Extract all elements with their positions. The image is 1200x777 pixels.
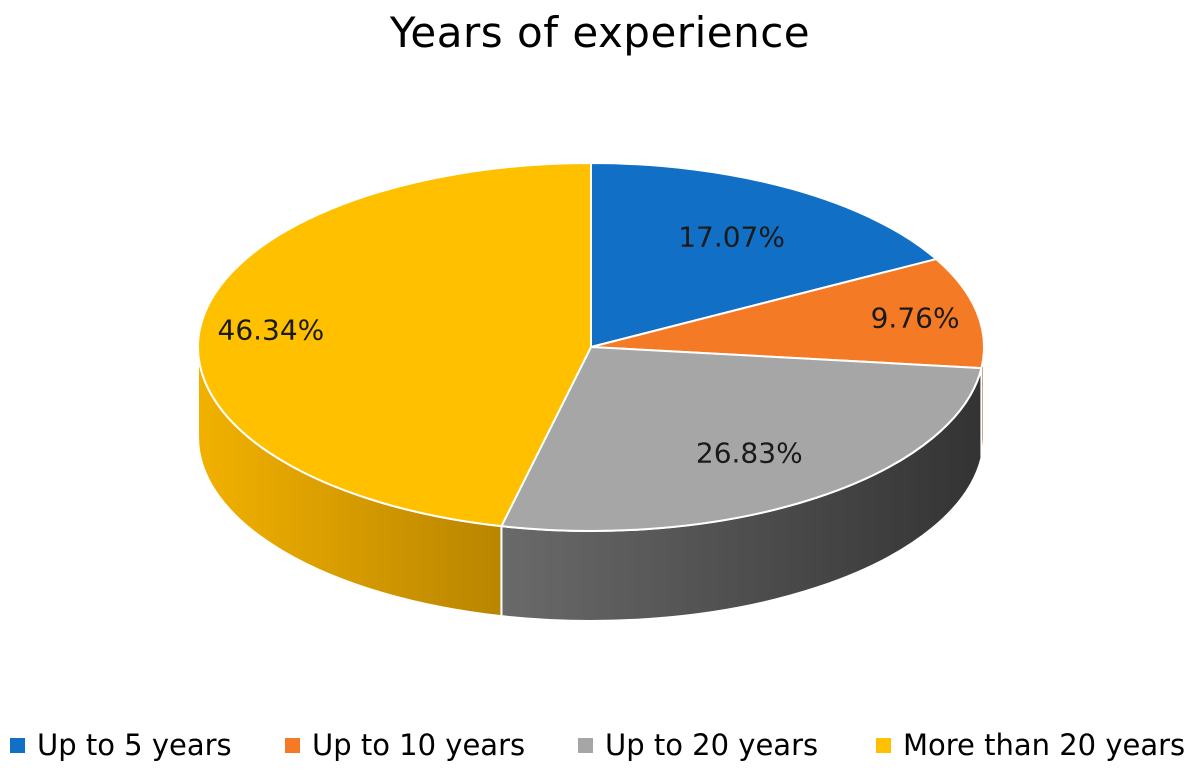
legend: Up to 5 years Up to 10 years Up to 20 ye… [0, 728, 1200, 768]
data-label-more-than-20-years: 46.34% [218, 314, 325, 347]
legend-item-up-to-20: Up to 20 years [578, 728, 818, 762]
pie-slice-up-to-10-years [590, 258, 985, 370]
legend-swatch-more-than-20 [876, 737, 891, 753]
legend-label-more-than-20: More than 20 years [903, 728, 1186, 762]
legend-swatch-up-to-10 [285, 737, 300, 753]
pie-slice-more-than-20-years [197, 162, 592, 528]
pie-slice-up-to-20-years [500, 346, 983, 532]
legend-label-up-to-20: Up to 20 years [605, 728, 819, 762]
legend-swatch-up-to-5 [10, 737, 25, 753]
pie-slice-up-to-5-years [590, 162, 938, 348]
legend-item-up-to-5: Up to 5 years [10, 728, 232, 762]
legend-swatch-up-to-20 [578, 737, 593, 753]
data-label-up-to-5-years: 17.07% [678, 220, 785, 253]
pie-chart: 17.07% 9.76% 26.83% 46.34% [197, 162, 985, 622]
data-label-up-to-20-years: 26.83% [696, 436, 803, 469]
legend-label-up-to-10: Up to 10 years [312, 728, 526, 762]
pie-tops [197, 162, 985, 532]
legend-item-more-than-20: More than 20 years [876, 728, 1185, 762]
chart-title: Years of experience [389, 8, 811, 57]
data-label-up-to-10-years: 9.76% [871, 302, 960, 335]
legend-label-up-to-5: Up to 5 years [37, 728, 232, 762]
pie-labels: 17.07% 9.76% 26.83% 46.34% [218, 220, 960, 469]
legend-item-up-to-10: Up to 10 years [285, 728, 525, 762]
